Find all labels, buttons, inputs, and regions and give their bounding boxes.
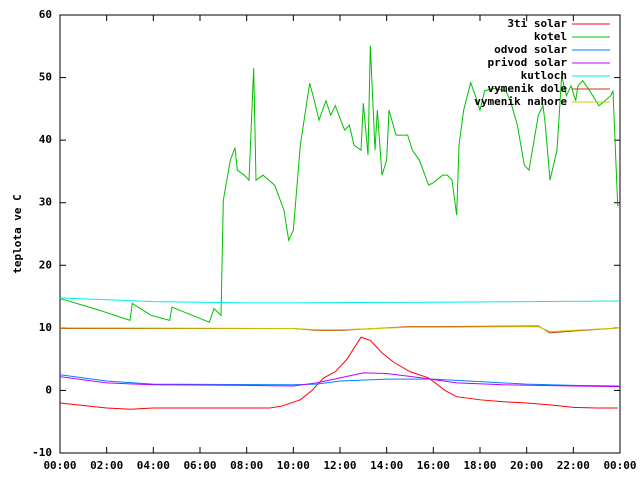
x-tick-label: 16:00 [417, 459, 450, 472]
series-line [59, 372, 621, 388]
x-tick-label: 10:00 [277, 459, 310, 472]
legend-label: 3ti solar [507, 17, 567, 30]
x-tick-label: 00:00 [603, 459, 636, 472]
x-tick-label: 20:00 [510, 459, 543, 472]
series-line [59, 374, 621, 387]
y-tick-label: 20 [39, 258, 52, 271]
y-axis-label: teplota ve C [11, 194, 24, 273]
series-line [59, 45, 620, 323]
x-tick-label: 08:00 [230, 459, 263, 472]
legend-label: vymenik nahore [474, 95, 567, 108]
x-tick-label: 12:00 [323, 459, 356, 472]
x-tick-label: 00:00 [43, 459, 76, 472]
x-tick-label: 02:00 [90, 459, 123, 472]
y-tick-label: 40 [39, 133, 52, 146]
series-line [59, 336, 618, 410]
y-tick-label: 60 [39, 8, 52, 21]
x-tick-label: 14:00 [370, 459, 403, 472]
legend-label: odvod solar [494, 43, 567, 56]
x-tick-label: 04:00 [137, 459, 170, 472]
series-line [59, 297, 621, 304]
y-tick-label: 10 [39, 321, 52, 334]
y-tick-label: 0 [45, 383, 52, 396]
legend-label: kutloch [521, 69, 567, 82]
x-tick-label: 18:00 [463, 459, 496, 472]
legend-label: privod solar [488, 56, 568, 69]
x-tick-label: 22:00 [557, 459, 590, 472]
legend-label: kotel [534, 30, 567, 43]
y-tick-label: 30 [39, 196, 52, 209]
series-line [59, 326, 621, 333]
legend-label: vymenik dole [488, 82, 568, 95]
y-tick-label: 50 [39, 71, 52, 84]
x-tick-label: 06:00 [183, 459, 216, 472]
y-tick-label: -10 [32, 446, 52, 459]
